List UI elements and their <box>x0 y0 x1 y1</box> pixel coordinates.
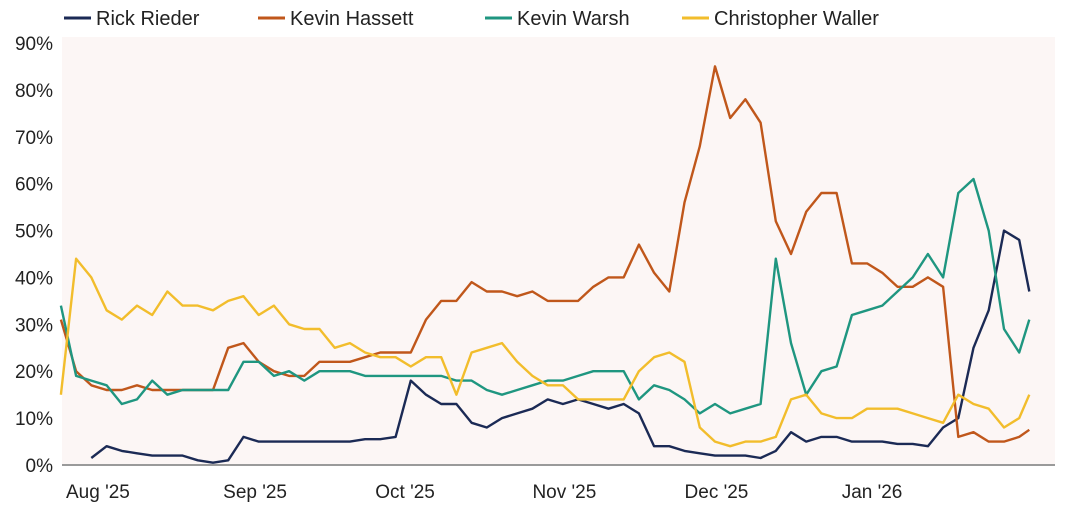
y-tick-label: 10% <box>15 409 53 430</box>
series-line-kevin-hassett <box>59 65 1030 443</box>
y-tick-label: 70% <box>15 128 53 149</box>
legend-item: Christopher Waller <box>682 8 879 30</box>
x-tick-label: Nov '25 <box>532 482 596 503</box>
series-line-kevin-warsh <box>59 177 1031 415</box>
series-line-rick-rieder <box>90 229 1031 464</box>
y-tick-label: 50% <box>15 222 53 243</box>
plot-background <box>62 37 1055 465</box>
y-tick-label: 20% <box>15 362 53 383</box>
series-lines <box>59 65 1031 464</box>
y-tick-label: 80% <box>15 81 53 102</box>
series-line-christopher-waller <box>59 257 1031 448</box>
x-axis: Aug '25 Sep '25 Oct '25 Nov '25 Dec '25 Jan '… <box>66 482 902 503</box>
y-tick-label: 40% <box>15 268 53 289</box>
x-tick-label: Aug '25 <box>66 482 130 503</box>
x-tick-label: Dec '25 <box>685 482 749 503</box>
legend-label: Christopher Waller <box>714 8 879 30</box>
y-tick-label: 0% <box>26 456 54 477</box>
legend-label: Kevin Hassett <box>290 8 414 30</box>
x-tick-label: Jan '26 <box>842 482 903 503</box>
legend-item: Kevin Warsh <box>485 8 630 30</box>
x-tick-label: Oct '25 <box>375 482 435 503</box>
y-tick-label: 60% <box>15 175 53 196</box>
y-axis: 0% 10% 20% 30% 40% 50% 60% 70% 80% 90% <box>15 34 53 477</box>
legend-label: Rick Rieder <box>96 8 200 30</box>
legend-item: Rick Rieder <box>64 8 200 30</box>
y-tick-label: 90% <box>15 34 53 55</box>
legend-label: Kevin Warsh <box>517 8 630 30</box>
legend: Rick Rieder Kevin Hassett Kevin Warsh Chris… <box>64 8 879 30</box>
x-tick-label: Sep '25 <box>223 482 287 503</box>
legend-item: Kevin Hassett <box>258 8 414 30</box>
y-tick-label: 30% <box>15 315 53 336</box>
